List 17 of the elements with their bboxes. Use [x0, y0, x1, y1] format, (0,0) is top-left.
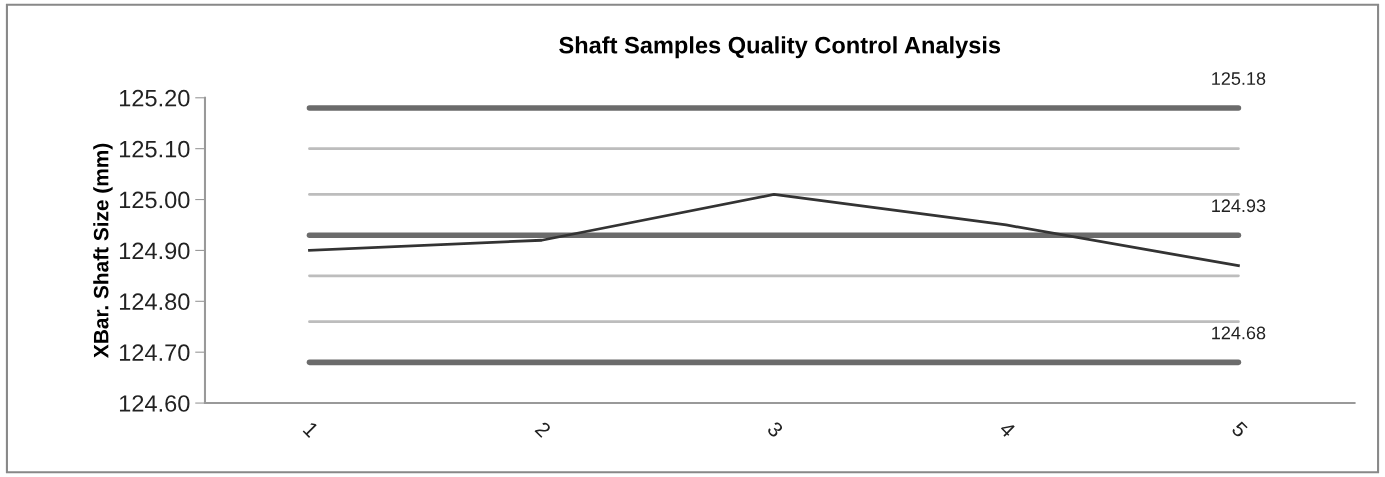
x-tick-label: 1 — [302, 421, 320, 438]
ref-line-label: 124.68 — [1212, 326, 1266, 340]
y-tick-label: 125.10 — [119, 140, 190, 158]
chart-title: Shaft Samples Quality Control Analysis — [559, 36, 1001, 59]
y-tick-label: 124.60 — [119, 395, 190, 412]
ref-line-label: 124.93 — [1212, 199, 1266, 213]
y-tick-label: 125.20 — [119, 89, 190, 107]
x-tick-label: 3 — [766, 420, 784, 439]
y-axis-title: XBar. Shaft Size (mm) — [93, 143, 113, 358]
y-tick-label: 125.00 — [119, 191, 190, 209]
x-tick-label: 5 — [1230, 420, 1249, 439]
ref-line-label: 125.18 — [1212, 72, 1266, 85]
y-tick-label: 124.90 — [119, 242, 190, 260]
y-tick-label: 124.70 — [119, 344, 190, 361]
x-tick-label: 4 — [998, 420, 1017, 439]
x-tick-label: 2 — [534, 420, 552, 438]
y-tick-label: 124.80 — [119, 293, 190, 311]
